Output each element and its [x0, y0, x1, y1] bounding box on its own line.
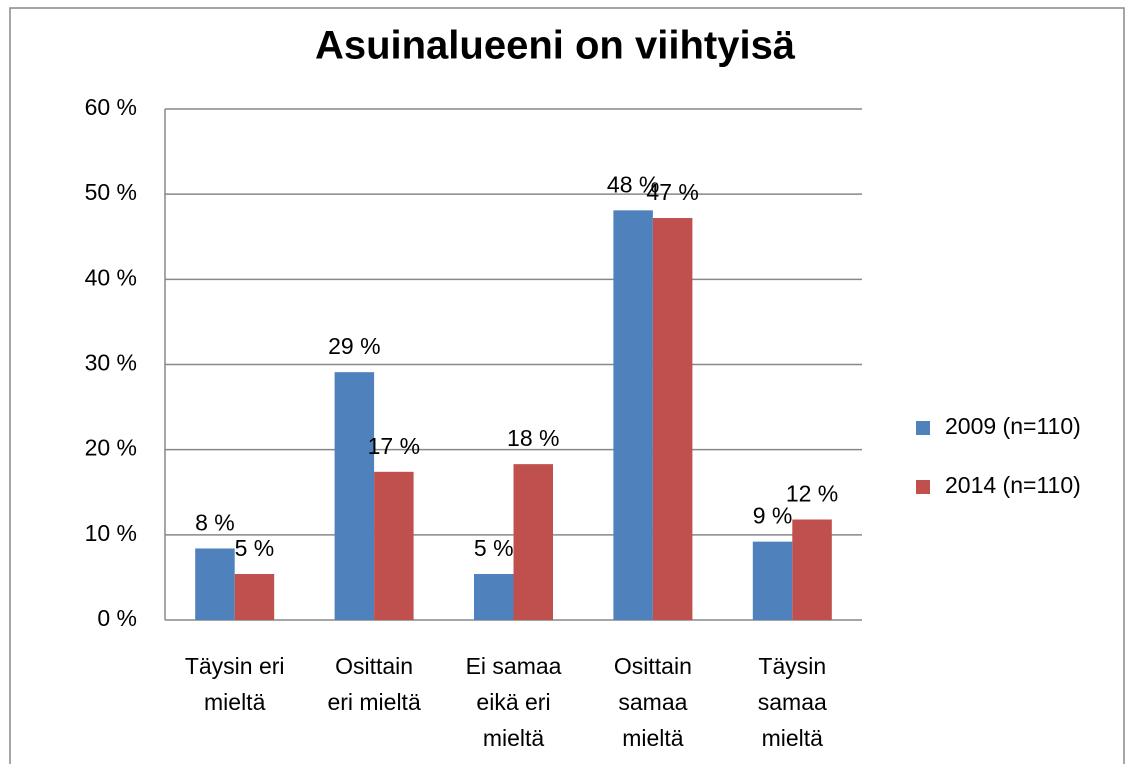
x-tick-label: mieltä — [622, 725, 684, 751]
x-tick-label: mieltä — [762, 725, 824, 751]
y-tick-label: 20 % — [85, 435, 137, 461]
y-tick-label: 40 % — [85, 264, 137, 290]
legend-label: 2014 (n=110) — [945, 472, 1081, 498]
value-label: 29 % — [328, 333, 380, 359]
chart-title: Asuinalueeni on viihtyisä — [315, 24, 796, 68]
bar — [613, 210, 653, 620]
legend-swatch — [916, 480, 930, 494]
y-tick-label: 60 % — [85, 94, 137, 120]
x-tick-label: mieltä — [204, 689, 266, 715]
value-label: 17 % — [368, 433, 420, 459]
bar — [513, 464, 553, 620]
x-tick-label: eikä eri — [476, 689, 550, 715]
y-tick-label: 0 % — [97, 605, 137, 631]
x-tick-label: Osittain — [614, 653, 692, 679]
value-label: 47 % — [646, 179, 698, 205]
legend-swatch — [916, 421, 930, 435]
bar — [752, 541, 793, 620]
y-tick-label: 30 % — [85, 350, 137, 376]
x-tick-label: Osittain — [335, 653, 413, 679]
bar — [334, 372, 375, 620]
bar — [792, 519, 832, 620]
y-tick-label: 50 % — [85, 179, 137, 205]
bar — [374, 471, 414, 620]
value-label: 5 % — [235, 535, 275, 561]
value-label: 9 % — [753, 503, 793, 529]
x-tick-label: mieltä — [483, 725, 545, 751]
bar — [652, 218, 693, 620]
value-label: 12 % — [786, 481, 838, 507]
x-tick-label: Täysin — [758, 653, 826, 679]
x-tick-label: eri mieltä — [327, 689, 421, 715]
bar — [474, 574, 514, 620]
value-label: 8 % — [195, 510, 235, 536]
chart-border — [9, 7, 1125, 764]
x-tick-label: samaa — [758, 689, 827, 715]
x-tick-label: Täysin eri — [185, 653, 285, 679]
value-label: 18 % — [507, 425, 559, 451]
x-tick-label: samaa — [618, 689, 687, 715]
value-label: 5 % — [474, 535, 514, 561]
bar — [195, 548, 235, 620]
bar — [234, 574, 275, 620]
x-tick-label: Ei samaa — [466, 653, 562, 679]
value-label: 48 % — [607, 171, 659, 197]
y-tick-label: 10 % — [85, 520, 137, 546]
legend-label: 2009 (n=110) — [945, 413, 1081, 439]
